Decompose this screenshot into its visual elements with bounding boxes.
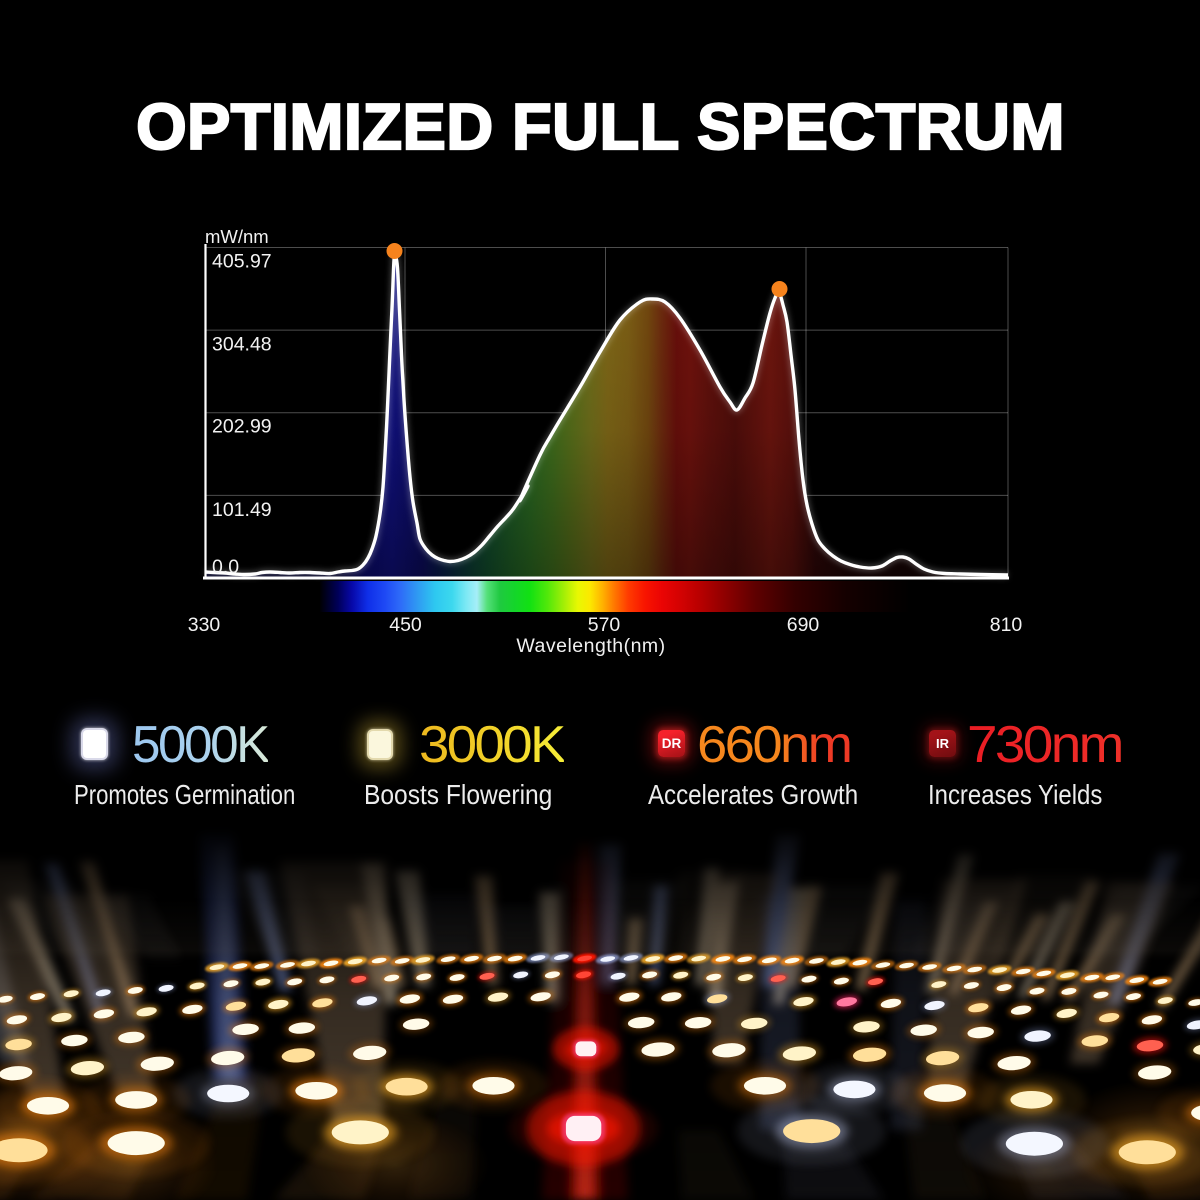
svg-text:101.49: 101.49 — [212, 499, 272, 521]
svg-text:Wavelength(nm): Wavelength(nm) — [516, 635, 665, 657]
svg-text:690: 690 — [787, 614, 820, 636]
svg-text:450: 450 — [389, 614, 422, 636]
svg-text:405.97: 405.97 — [212, 251, 272, 273]
svg-text:mW/nm: mW/nm — [205, 226, 269, 247]
svg-text:810: 810 — [990, 614, 1023, 636]
svg-text:0.0: 0.0 — [212, 556, 239, 578]
svg-text:570: 570 — [588, 614, 621, 636]
svg-text:202.99: 202.99 — [212, 416, 272, 438]
svg-text:330: 330 — [188, 614, 221, 636]
svg-text:304.48: 304.48 — [212, 334, 272, 356]
